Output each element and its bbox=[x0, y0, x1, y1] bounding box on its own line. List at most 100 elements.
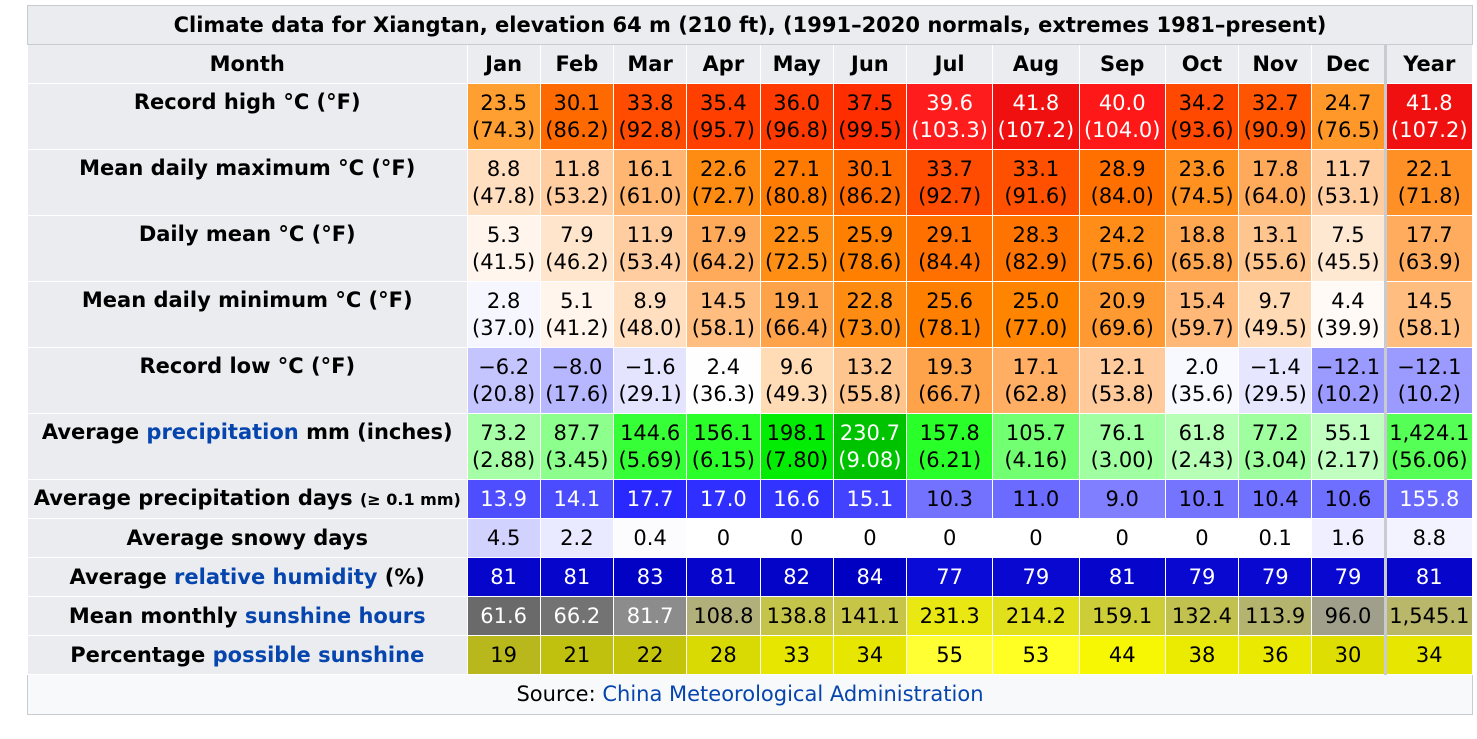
data-cell: 17.1 (62.8) bbox=[992, 347, 1080, 414]
cell-value: 36 bbox=[1261, 642, 1289, 667]
cell-value: 79 bbox=[1022, 564, 1050, 589]
data-cell: 81 bbox=[686, 557, 761, 597]
row-label-link[interactable]: precipitation bbox=[146, 420, 299, 444]
data-cell: 53 bbox=[992, 635, 1080, 675]
data-cell: 7.5 (45.5) bbox=[1311, 215, 1386, 282]
cell-value: 4.5 bbox=[486, 525, 521, 550]
cell-value: 76.1 bbox=[1098, 420, 1146, 445]
data-cell: 17.7 bbox=[612, 479, 688, 519]
data-cell: 28.3 (82.9) bbox=[992, 215, 1080, 282]
month-header-sep: Sep bbox=[1078, 44, 1166, 84]
cell-value: 21 bbox=[563, 642, 591, 667]
cell-value: 0 bbox=[942, 525, 957, 550]
data-cell: 13.2 (55.8) bbox=[832, 347, 908, 414]
data-cell: 157.8 (6.21) bbox=[905, 413, 994, 480]
cell-value: 81 bbox=[563, 564, 591, 589]
row-label-link[interactable]: possible sunshine bbox=[212, 642, 425, 667]
row-label: Mean daily maximum °C (°F) bbox=[27, 149, 468, 216]
cell-value: −12.1 bbox=[1315, 354, 1381, 379]
year-cell: 14.5 (58.1) bbox=[1383, 281, 1474, 348]
cell-value-imperial: (2.17) bbox=[1316, 447, 1380, 472]
month-header-oct: Oct bbox=[1164, 44, 1240, 84]
cell-value-imperial: (107.2) bbox=[1391, 117, 1468, 142]
row-label-text: Average snowy days bbox=[126, 525, 369, 550]
cell-value-imperial: (49.3) bbox=[765, 381, 829, 406]
data-cell: 87.7 (3.45) bbox=[539, 413, 615, 480]
cell-value: 18.8 bbox=[1178, 222, 1226, 247]
cell-value-imperial: (6.21) bbox=[918, 447, 982, 472]
row-label: Average relative humidity (%) bbox=[27, 557, 468, 597]
cell-value: 12.1 bbox=[1098, 354, 1146, 379]
data-cell: 7.9 (46.2) bbox=[539, 215, 615, 282]
cell-value-imperial: (71.8) bbox=[1397, 183, 1461, 208]
data-cell: 84 bbox=[832, 557, 908, 597]
cell-value-imperial: (64.0) bbox=[1243, 183, 1307, 208]
cell-value-imperial: (48.0) bbox=[618, 315, 682, 340]
cell-value: 40.0 bbox=[1098, 90, 1146, 115]
row-label-link[interactable]: relative humidity bbox=[174, 564, 378, 589]
data-cell: 5.1 (41.2) bbox=[539, 281, 615, 348]
cell-value: 11.7 bbox=[1324, 156, 1372, 181]
cell-value: 8.9 bbox=[633, 288, 667, 313]
data-cell: 198.1 (7.80) bbox=[759, 413, 834, 480]
month-header-feb: Feb bbox=[539, 44, 615, 84]
cell-value: 22.5 bbox=[773, 222, 820, 247]
cell-value: 13.1 bbox=[1251, 222, 1299, 247]
cell-value: 17.7 bbox=[1405, 222, 1453, 247]
data-cell: 81 bbox=[466, 557, 541, 597]
cell-value: 159.1 bbox=[1092, 603, 1153, 628]
data-cell: 4.4 (39.9) bbox=[1311, 281, 1386, 348]
year-cell: 155.8 bbox=[1383, 479, 1474, 519]
row-label-link[interactable]: sunshine hours bbox=[244, 603, 426, 628]
data-cell: 19 bbox=[466, 635, 541, 675]
table-row: Percentage possible sunshine 19 21 22 28 33 34… bbox=[27, 635, 1474, 675]
cell-value: 22.6 bbox=[699, 156, 747, 181]
cell-value-imperial: (93.6) bbox=[1170, 117, 1234, 142]
table-row: Average precipitation mm (inches) 73.2 (2.… bbox=[27, 413, 1474, 480]
data-cell: 41.8 (107.2) bbox=[992, 83, 1080, 150]
cell-value-imperial: (72.5) bbox=[765, 249, 829, 274]
data-cell: −1.6 (29.1) bbox=[612, 347, 688, 414]
row-label: Record low °C (°F) bbox=[27, 347, 468, 414]
cell-value: 32.7 bbox=[1251, 90, 1299, 115]
cell-value-imperial: (91.6) bbox=[1004, 183, 1068, 208]
cell-value: 16.6 bbox=[773, 486, 820, 511]
data-cell: 38 bbox=[1164, 635, 1240, 675]
data-cell: 10.6 bbox=[1311, 479, 1386, 519]
cell-value-imperial: (103.3) bbox=[911, 117, 988, 142]
cell-value: 113.9 bbox=[1245, 603, 1306, 628]
source-link[interactable]: China Meteorological Administration bbox=[602, 682, 984, 706]
cell-value-imperial: (86.2) bbox=[545, 117, 609, 142]
climate-table-container: Climate data for Xiangtan, elevation 64 … bbox=[27, 5, 1474, 715]
data-cell: 17.0 bbox=[686, 479, 761, 519]
data-cell: 79 bbox=[1238, 557, 1313, 597]
cell-value-imperial: (62.8) bbox=[1004, 381, 1068, 406]
data-cell: 21 bbox=[539, 635, 615, 675]
data-cell: 214.2 bbox=[992, 596, 1080, 636]
data-cell: 141.1 bbox=[832, 596, 908, 636]
cell-value-imperial: (29.1) bbox=[618, 381, 682, 406]
data-cell: 10.4 bbox=[1238, 479, 1313, 519]
cell-value: 13.2 bbox=[846, 354, 894, 379]
cell-value: 0 bbox=[863, 525, 877, 550]
data-cell: 0 bbox=[686, 518, 761, 558]
data-cell: 11.7 (53.1) bbox=[1311, 149, 1386, 216]
cell-value: 17.9 bbox=[699, 222, 747, 247]
data-cell: 81.7 bbox=[612, 596, 688, 636]
cell-value: 61.6 bbox=[480, 603, 527, 628]
cell-value: 0 bbox=[1029, 525, 1043, 550]
cell-value: 36.0 bbox=[773, 90, 820, 115]
data-cell: 0 bbox=[832, 518, 908, 558]
cell-value: 28.9 bbox=[1098, 156, 1146, 181]
cell-value: 14.5 bbox=[1405, 288, 1453, 313]
cell-value: 20.9 bbox=[1098, 288, 1146, 313]
cell-value: 15.1 bbox=[846, 486, 894, 511]
row-label: Average snowy days bbox=[27, 518, 468, 558]
data-cell: 79 bbox=[1311, 557, 1386, 597]
data-cell: 0.4 bbox=[612, 518, 688, 558]
cell-value: 33 bbox=[783, 642, 810, 667]
data-cell: 79 bbox=[992, 557, 1080, 597]
data-cell: −8.0 (17.6) bbox=[539, 347, 615, 414]
data-cell: 10.1 bbox=[1164, 479, 1240, 519]
cell-value: 22.1 bbox=[1405, 156, 1453, 181]
